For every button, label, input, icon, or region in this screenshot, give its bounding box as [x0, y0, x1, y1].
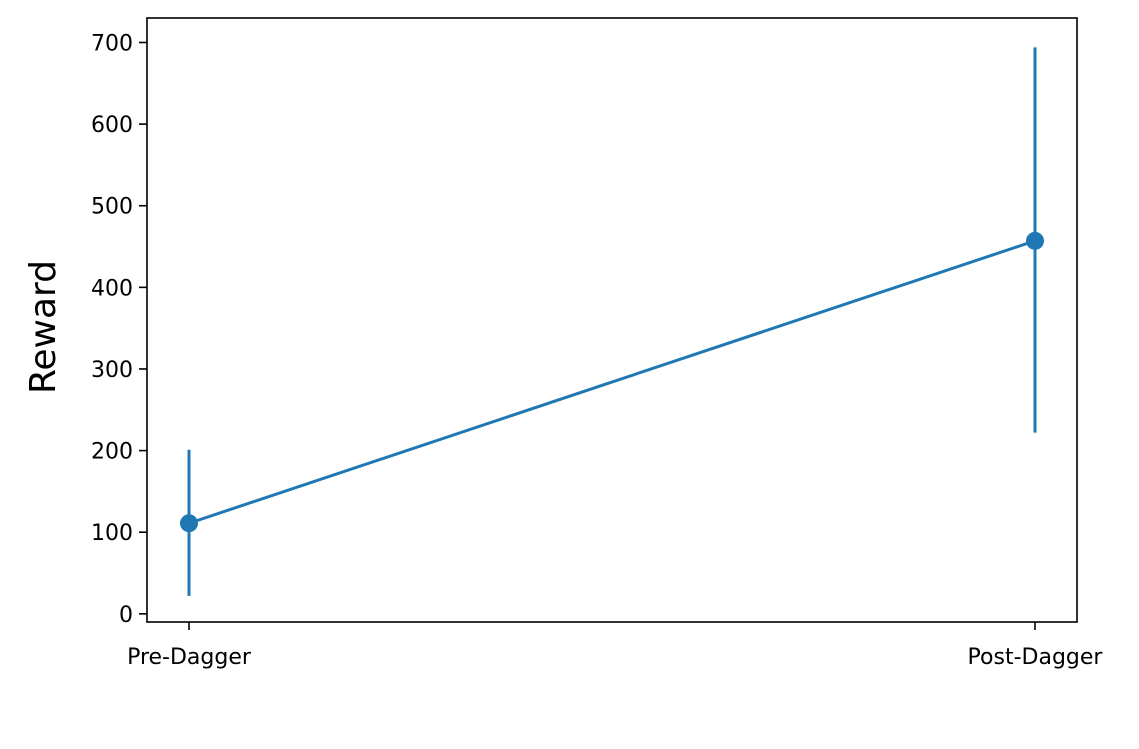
y-tick-label: 400: [91, 276, 133, 301]
y-tick-label: 700: [91, 31, 133, 56]
axes-frame: [146, 17, 1078, 623]
series-line: [188, 239, 1036, 525]
axis-ticks: 0 100 200 300 400 500 600 700 Pre-Dagger Post-Dag…: [91, 31, 1103, 670]
y-tick-label: 300: [91, 358, 133, 383]
data-point: [180, 514, 198, 533]
y-tick-label: 0: [119, 603, 133, 628]
x-tick-label: Pre-Dagger: [127, 645, 252, 670]
data-point: [1026, 231, 1044, 250]
y-tick-label: 600: [91, 113, 133, 138]
x-tick-label: Post-Dagger: [968, 645, 1104, 670]
y-tick-label: 200: [91, 440, 133, 465]
y-tick-label: 500: [91, 195, 133, 220]
plot-area: [180, 47, 1044, 596]
y-axis-label: Reward: [23, 260, 64, 394]
y-tick-label: 100: [91, 521, 133, 546]
